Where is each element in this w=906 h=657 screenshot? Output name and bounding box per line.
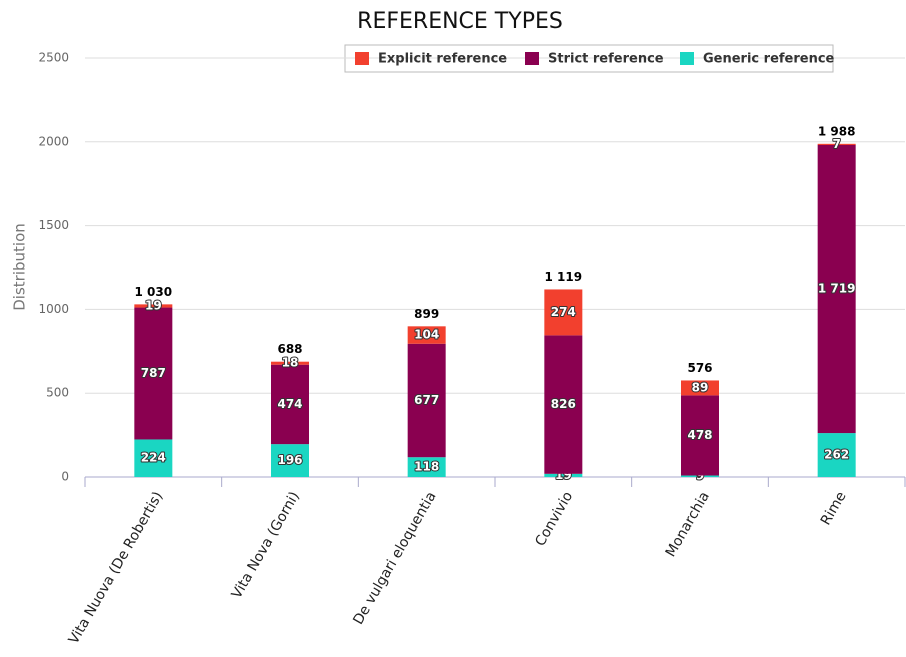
total-label: 576 <box>687 361 712 375</box>
bar-segment <box>681 475 719 477</box>
data-label: 18 <box>282 356 299 370</box>
chart-title: REFERENCE TYPES <box>357 9 563 34</box>
bar-segment <box>817 143 856 145</box>
bar-segment <box>134 439 173 477</box>
bar-segment <box>817 144 856 434</box>
bar-segment <box>544 335 583 474</box>
bar-segment <box>544 289 583 336</box>
data-label: 677 <box>414 393 439 407</box>
data-label: 118 <box>414 460 439 474</box>
bar-segment <box>134 304 173 308</box>
y-axis-label: Distribution <box>11 223 29 311</box>
x-tick-label: Vita Nuova (De Robertis) <box>66 489 166 647</box>
bar-segment <box>681 380 719 396</box>
data-label: 89 <box>692 380 709 394</box>
total-label: 1 119 <box>545 270 583 284</box>
bar-segment <box>407 326 446 344</box>
bar-segment <box>271 361 309 365</box>
data-label: 787 <box>141 366 166 380</box>
data-label: 274 <box>551 305 576 319</box>
legend-label: Strict reference <box>548 52 664 67</box>
bar-segment <box>271 364 309 445</box>
bar-segment <box>681 395 719 476</box>
y-tick-label: 2000 <box>38 134 69 148</box>
legend-swatch <box>680 52 694 65</box>
y-tick-label: 2500 <box>38 51 69 65</box>
total-label: 899 <box>414 307 439 321</box>
total-label: 1 030 <box>135 285 173 299</box>
data-label: 478 <box>687 428 712 442</box>
y-tick-label: 0 <box>61 470 69 484</box>
bar-segment <box>407 457 446 477</box>
bar-segment <box>271 444 309 477</box>
legend-label: Explicit reference <box>378 52 507 67</box>
bar-segment <box>407 343 446 458</box>
y-tick-label: 500 <box>46 386 69 400</box>
data-label: 826 <box>551 397 576 411</box>
x-tick-label: Rime <box>818 489 850 528</box>
bar-segment <box>817 433 856 477</box>
y-tick-label: 1000 <box>38 302 69 316</box>
data-label: 19 <box>145 298 162 312</box>
data-label: 104 <box>414 328 439 342</box>
x-tick-label: Monarchia <box>663 489 713 560</box>
data-label: 1 719 <box>818 282 856 296</box>
legend-swatch <box>355 52 369 65</box>
x-tick-label: Vita Nova (Gorni) <box>229 489 303 601</box>
total-label: 688 <box>277 342 302 356</box>
legend-label: Generic reference <box>703 52 835 67</box>
total-label: 1 988 <box>818 124 856 138</box>
x-tick-label: De vulgari eloquentia <box>350 489 439 628</box>
bar-segment <box>544 473 583 477</box>
data-label: 9 <box>696 469 704 483</box>
data-label: 262 <box>824 448 849 462</box>
legend-swatch <box>525 52 539 65</box>
data-label: 224 <box>141 451 166 465</box>
x-tick-label: Convivio <box>532 489 576 549</box>
bar-segment <box>134 307 173 440</box>
y-tick-label: 1500 <box>38 218 69 232</box>
data-label: 474 <box>277 397 302 411</box>
data-label: 7 <box>832 137 840 151</box>
data-label: 196 <box>277 453 302 467</box>
